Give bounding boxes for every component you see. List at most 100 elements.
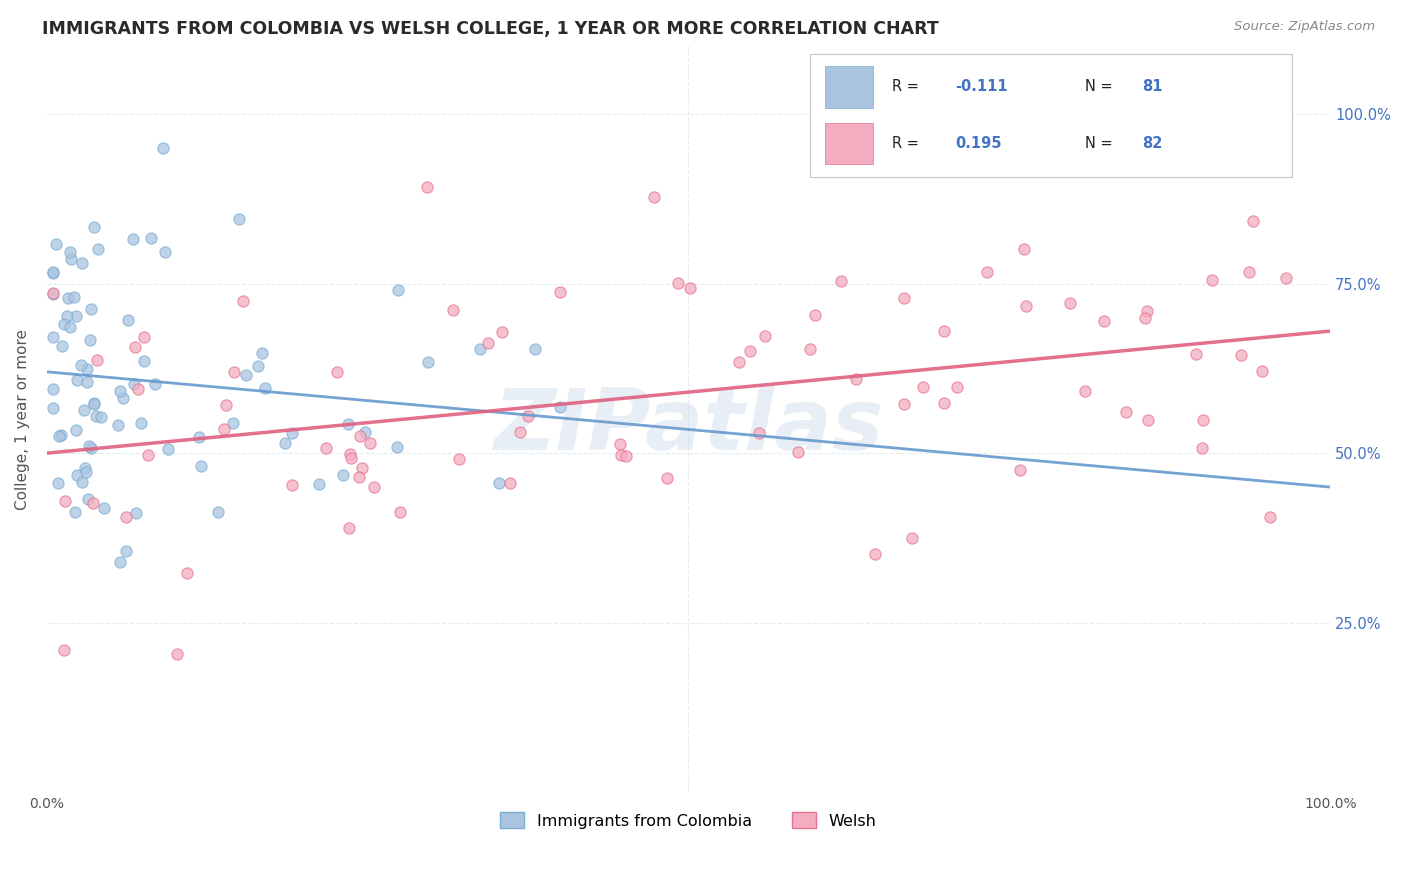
Point: [1241, 214, 1264, 228]
Point: [1201, 273, 1223, 287]
Point: [66, 468, 89, 483]
Point: [56, 309, 79, 323]
Point: [349, 429, 371, 443]
Point: [1092, 314, 1115, 328]
Point: [250, 346, 273, 360]
Point: [235, 368, 257, 383]
Point: [337, 417, 360, 431]
Point: [315, 442, 337, 456]
Point: [141, 231, 163, 245]
Point: [387, 283, 409, 297]
Point: [491, 325, 513, 339]
Point: [363, 480, 385, 494]
Point: [143, 376, 166, 391]
Point: [1008, 463, 1031, 477]
Point: [247, 359, 270, 374]
Point: [115, 509, 138, 524]
Point: [42, 286, 65, 301]
Point: [136, 448, 159, 462]
Point: [156, 442, 179, 456]
Point: [1133, 311, 1156, 326]
Point: [79, 333, 101, 347]
Point: [93, 500, 115, 515]
Point: [1230, 349, 1253, 363]
Point: [1015, 299, 1038, 313]
Point: [45, 236, 67, 251]
Point: [232, 293, 254, 308]
Point: [339, 450, 361, 465]
Point: [468, 342, 491, 356]
Point: [280, 425, 302, 440]
Point: [1059, 296, 1081, 310]
Point: [125, 506, 148, 520]
Point: [86, 243, 108, 257]
Point: [51, 428, 73, 442]
Point: [65, 310, 87, 324]
Point: [1136, 303, 1159, 318]
Point: [339, 447, 361, 461]
Point: [73, 403, 96, 417]
Point: [110, 384, 132, 398]
Point: [679, 280, 702, 294]
Point: [416, 355, 439, 369]
Point: [308, 477, 330, 491]
Point: [415, 179, 437, 194]
Point: [53, 643, 76, 657]
Point: [117, 312, 139, 326]
Point: [1191, 412, 1213, 426]
Point: [190, 458, 212, 473]
Point: [62, 290, 84, 304]
Point: [477, 335, 499, 350]
Point: [934, 396, 956, 410]
Point: [42, 401, 65, 415]
Point: [912, 380, 935, 394]
Point: [207, 505, 229, 519]
Point: [945, 380, 967, 394]
Point: [332, 468, 354, 483]
Point: [134, 330, 156, 344]
Point: [1250, 363, 1272, 377]
Point: [488, 475, 510, 490]
Point: [449, 451, 471, 466]
Point: [863, 547, 886, 561]
Point: [799, 342, 821, 356]
Point: [1185, 347, 1208, 361]
Point: [254, 381, 277, 395]
Point: [748, 426, 770, 441]
Point: [82, 496, 104, 510]
Point: [787, 445, 810, 459]
Point: [75, 461, 97, 475]
Point: [281, 478, 304, 492]
Point: [441, 303, 464, 318]
Point: [58, 291, 80, 305]
Point: [153, 244, 176, 259]
Point: [524, 342, 547, 356]
Point: [80, 302, 103, 317]
Point: [187, 430, 209, 444]
Point: [63, 505, 86, 519]
Point: [70, 358, 93, 372]
Point: [222, 416, 245, 430]
Point: [46, 475, 69, 490]
Point: [90, 409, 112, 424]
Point: [666, 276, 689, 290]
Point: [79, 439, 101, 453]
Point: [65, 424, 87, 438]
Point: [352, 461, 374, 475]
Point: [115, 543, 138, 558]
Point: [728, 355, 751, 369]
Point: [893, 291, 915, 305]
Point: [124, 340, 146, 354]
Point: [609, 449, 631, 463]
Point: [385, 440, 408, 454]
Text: Source: ZipAtlas.com: Source: ZipAtlas.com: [1234, 20, 1375, 33]
Point: [616, 450, 638, 464]
Point: [228, 212, 250, 227]
Point: [80, 441, 103, 455]
Point: [176, 566, 198, 581]
Text: ZIPatlas: ZIPatlas: [494, 385, 883, 468]
Point: [1237, 265, 1260, 279]
Point: [75, 465, 97, 479]
Point: [52, 317, 75, 331]
Point: [643, 190, 665, 204]
